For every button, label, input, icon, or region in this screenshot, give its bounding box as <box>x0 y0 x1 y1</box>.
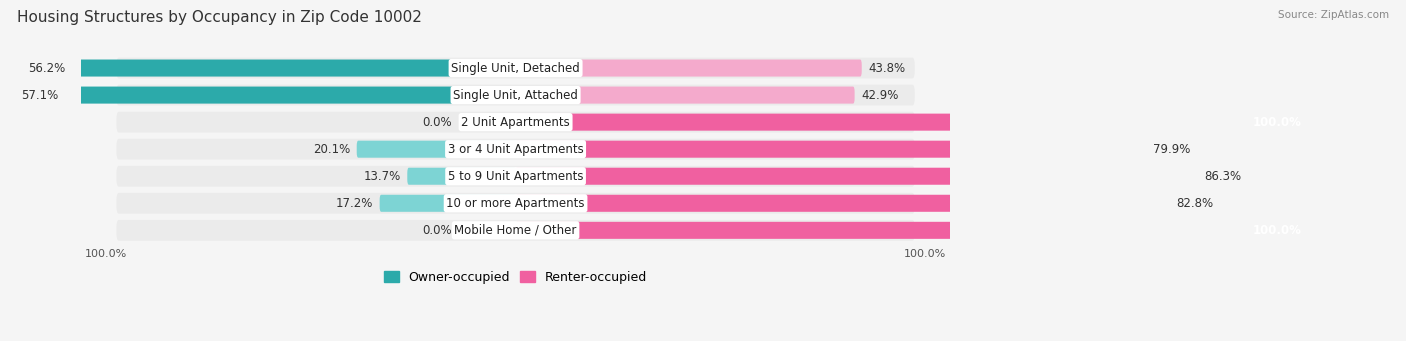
FancyBboxPatch shape <box>408 168 516 185</box>
Text: 43.8%: 43.8% <box>868 61 905 75</box>
FancyBboxPatch shape <box>117 85 915 105</box>
FancyBboxPatch shape <box>516 87 855 104</box>
Text: 2 Unit Apartments: 2 Unit Apartments <box>461 116 569 129</box>
Text: 57.1%: 57.1% <box>21 89 58 102</box>
FancyBboxPatch shape <box>516 168 1198 185</box>
FancyBboxPatch shape <box>357 140 516 158</box>
Text: 3 or 4 Unit Apartments: 3 or 4 Unit Apartments <box>447 143 583 156</box>
FancyBboxPatch shape <box>380 195 516 212</box>
Text: 5 to 9 Unit Apartments: 5 to 9 Unit Apartments <box>449 170 583 183</box>
FancyBboxPatch shape <box>516 222 1306 239</box>
Text: Housing Structures by Occupancy in Zip Code 10002: Housing Structures by Occupancy in Zip C… <box>17 10 422 25</box>
Text: 100.0%: 100.0% <box>904 249 946 259</box>
Text: 20.1%: 20.1% <box>314 143 350 156</box>
Text: 10 or more Apartments: 10 or more Apartments <box>446 197 585 210</box>
Text: Single Unit, Attached: Single Unit, Attached <box>453 89 578 102</box>
FancyBboxPatch shape <box>65 87 516 104</box>
Text: 0.0%: 0.0% <box>423 224 453 237</box>
Text: 100.0%: 100.0% <box>84 249 127 259</box>
FancyBboxPatch shape <box>117 193 915 214</box>
FancyBboxPatch shape <box>117 139 915 160</box>
Text: 56.2%: 56.2% <box>28 61 65 75</box>
FancyBboxPatch shape <box>117 220 915 241</box>
Text: Mobile Home / Other: Mobile Home / Other <box>454 224 576 237</box>
FancyBboxPatch shape <box>117 58 915 78</box>
Text: 42.9%: 42.9% <box>860 89 898 102</box>
FancyBboxPatch shape <box>516 114 1306 131</box>
FancyBboxPatch shape <box>516 195 1170 212</box>
Text: 17.2%: 17.2% <box>336 197 374 210</box>
Text: 0.0%: 0.0% <box>423 116 453 129</box>
Text: 82.8%: 82.8% <box>1177 197 1213 210</box>
FancyBboxPatch shape <box>72 60 516 77</box>
Text: 100.0%: 100.0% <box>1253 224 1302 237</box>
Text: 79.9%: 79.9% <box>1153 143 1191 156</box>
Text: 86.3%: 86.3% <box>1204 170 1241 183</box>
FancyBboxPatch shape <box>117 166 915 187</box>
Text: 13.7%: 13.7% <box>364 170 401 183</box>
FancyBboxPatch shape <box>516 140 1147 158</box>
Legend: Owner-occupied, Renter-occupied: Owner-occupied, Renter-occupied <box>378 266 652 289</box>
FancyBboxPatch shape <box>516 60 862 77</box>
Text: Source: ZipAtlas.com: Source: ZipAtlas.com <box>1278 10 1389 20</box>
FancyBboxPatch shape <box>117 112 915 133</box>
Text: 100.0%: 100.0% <box>1253 116 1302 129</box>
Text: Single Unit, Detached: Single Unit, Detached <box>451 61 579 75</box>
